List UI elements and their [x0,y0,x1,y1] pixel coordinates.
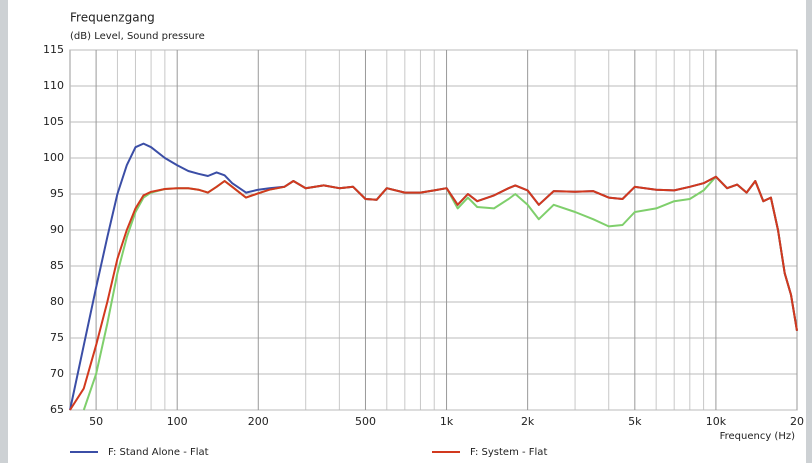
y-tick-label: 70 [50,367,64,380]
x-tick-label: 10k [706,415,727,428]
legend-label: F: Stand Alone - Flat [108,447,209,458]
y-tick-label: 100 [43,151,64,164]
x-tick-label: 1k [440,415,454,428]
x-tick-label: 50 [89,415,103,428]
x-tick-label: 100 [167,415,188,428]
y-tick-label: 85 [50,259,64,272]
legend-label: F: System - Flat [470,447,547,458]
y-tick-label: 115 [43,43,64,56]
y-tick-label: 80 [50,295,64,308]
chart-title: Frequenzgang [70,11,155,25]
y-tick-label: 110 [43,79,64,92]
x-tick-label: 200 [248,415,269,428]
x-tick-label: 5k [628,415,642,428]
x-axis-label: Frequency (Hz) [720,431,796,442]
series-line [69,175,798,411]
y-tick-label: 105 [43,115,64,128]
y-axis-label: (dB) Level, Sound pressure [70,31,205,42]
y-tick-label: 65 [50,403,64,416]
x-tick-label: 20 [790,415,804,428]
x-tick-label: 500 [355,415,376,428]
y-tick-label: 90 [50,223,64,236]
x-tick-label: 2k [521,415,535,428]
y-tick-label: 95 [50,187,64,200]
y-tick-label: 75 [50,331,64,344]
